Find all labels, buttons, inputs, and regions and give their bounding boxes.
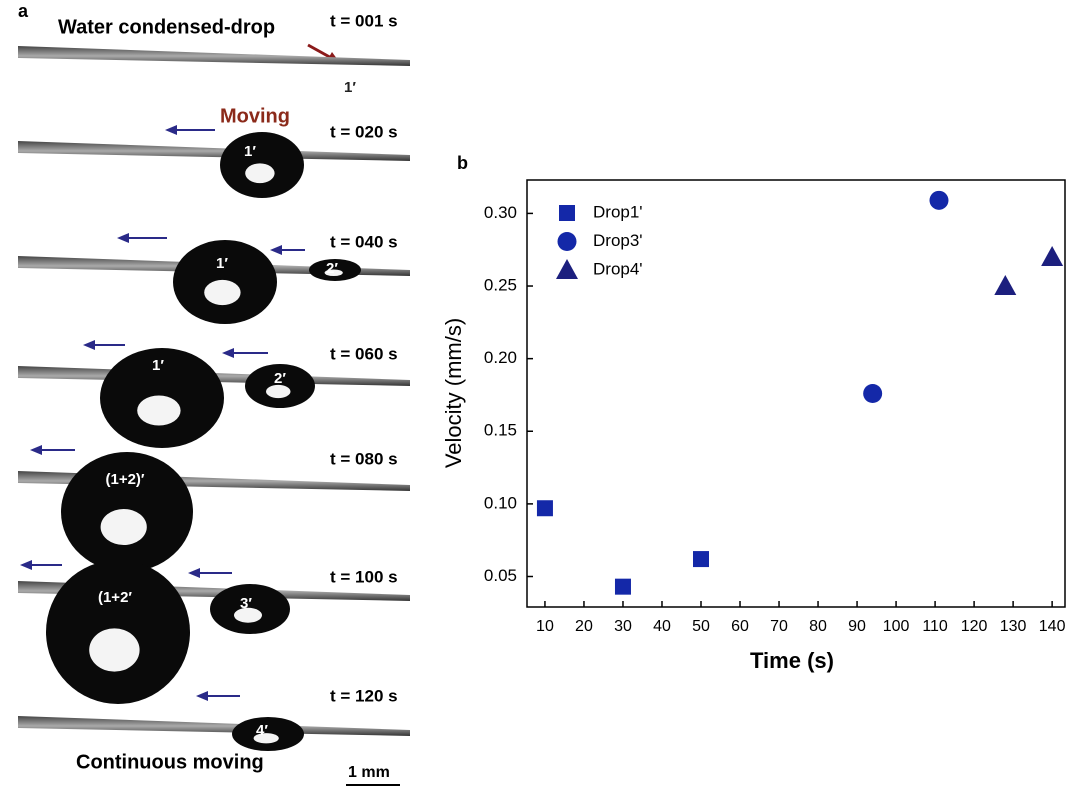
marker-circle xyxy=(929,190,949,210)
y-tick-label: 0.15 xyxy=(484,421,517,440)
legend-label: Drop3' xyxy=(593,231,643,250)
drop-highlight xyxy=(234,607,262,623)
time-label: t = 001 s xyxy=(330,11,398,30)
time-label: t = 020 s xyxy=(330,122,398,141)
y-tick-label: 0.05 xyxy=(484,566,517,585)
drop-highlight xyxy=(89,628,140,672)
move-arrow-head xyxy=(30,445,42,455)
drop-label: 1′ xyxy=(244,143,256,160)
move-arrow-head xyxy=(270,245,282,255)
x-tick-label: 100 xyxy=(883,618,910,635)
x-tick-label: 110 xyxy=(922,618,948,635)
scale-bar-label: 1 mm xyxy=(348,764,390,781)
marker-triangle xyxy=(994,275,1017,296)
x-axis-label: Time (s) xyxy=(750,648,834,673)
panel-title: Water condensed-drop xyxy=(58,16,275,38)
x-tick-label: 120 xyxy=(961,618,988,635)
drop-label: 2′ xyxy=(326,260,338,277)
drop-label: 4′ xyxy=(256,722,268,739)
move-arrow-head xyxy=(83,340,95,350)
legend-label: Drop1' xyxy=(593,202,643,221)
drop-label: 3′ xyxy=(240,595,252,612)
move-arrow-head xyxy=(222,348,234,358)
move-arrow-head xyxy=(117,233,129,243)
drop-highlight xyxy=(137,395,181,426)
y-tick-label: 0.10 xyxy=(484,493,517,512)
drop-label: (1+2′ xyxy=(98,589,132,606)
x-tick-label: 70 xyxy=(770,618,788,635)
legend-marker xyxy=(557,232,577,251)
drop-highlight xyxy=(253,733,279,744)
x-tick-label: 90 xyxy=(848,618,866,635)
move-arrow-head xyxy=(165,125,177,135)
fiber xyxy=(18,141,410,161)
time-label: t = 060 s xyxy=(330,344,398,363)
marker-triangle xyxy=(1041,245,1064,266)
moving-label: Moving xyxy=(220,105,290,127)
x-tick-label: 140 xyxy=(1039,618,1066,635)
move-arrow-head xyxy=(188,568,200,578)
x-tick-label: 10 xyxy=(536,618,554,635)
drop-label: 1′ xyxy=(344,79,356,96)
y-tick-label: 0.20 xyxy=(484,348,517,367)
drop-label: 1′ xyxy=(216,255,228,272)
fiber xyxy=(18,46,410,66)
marker-square xyxy=(693,551,710,568)
drop-label: 1′ xyxy=(152,357,164,374)
y-tick-label: 0.25 xyxy=(484,276,517,295)
x-tick-label: 50 xyxy=(692,618,710,635)
drop-highlight xyxy=(266,384,291,399)
footer-label: Continuous moving xyxy=(76,751,264,773)
time-label: t = 080 s xyxy=(330,449,398,468)
legend-marker xyxy=(559,205,575,221)
drop-highlight xyxy=(324,269,343,277)
x-tick-label: 80 xyxy=(809,618,827,635)
drop-label: 2′ xyxy=(274,370,286,387)
time-label: t = 100 s xyxy=(330,567,398,586)
move-arrow-head xyxy=(20,560,32,570)
drop-highlight xyxy=(204,279,241,306)
legend-label: Drop4' xyxy=(593,259,643,278)
drop-label: (1+2)′ xyxy=(105,471,144,488)
x-tick-label: 60 xyxy=(731,618,749,635)
x-tick-label: 30 xyxy=(614,618,632,635)
fiber xyxy=(18,716,410,736)
marker-circle xyxy=(863,384,883,403)
marker-square xyxy=(536,500,553,517)
x-tick-label: 20 xyxy=(575,618,593,635)
legend-marker xyxy=(556,259,578,279)
y-axis-label: Velocity (mm/s) xyxy=(441,318,466,468)
x-tick-label: 130 xyxy=(1000,618,1027,635)
drop-highlight xyxy=(245,163,275,184)
marker-square xyxy=(614,578,631,595)
plot-frame xyxy=(526,179,1066,608)
panel-label: b xyxy=(457,153,468,173)
drop-highlight xyxy=(100,509,147,545)
x-tick-label: 40 xyxy=(653,618,671,635)
panel-label: a xyxy=(18,1,29,21)
y-tick-label: 0.30 xyxy=(484,203,517,222)
time-label: t = 040 s xyxy=(330,232,398,251)
move-arrow-head xyxy=(196,691,208,701)
time-label: t = 120 s xyxy=(330,686,398,705)
